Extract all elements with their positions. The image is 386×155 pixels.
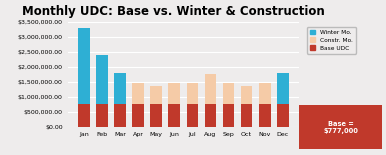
Bar xyxy=(168,104,180,127)
Bar xyxy=(132,83,144,104)
Bar xyxy=(78,104,90,127)
Bar xyxy=(205,104,216,127)
Bar xyxy=(186,83,198,104)
Bar xyxy=(259,104,271,127)
Bar xyxy=(223,104,234,127)
Bar xyxy=(96,104,108,127)
Legend: Winter Mo., Constr. Mo., Base UDC: Winter Mo., Constr. Mo., Base UDC xyxy=(307,27,356,53)
Bar xyxy=(78,28,90,104)
Bar xyxy=(186,104,198,127)
Bar xyxy=(114,73,126,104)
Bar xyxy=(241,104,252,127)
Bar xyxy=(151,86,162,104)
Bar xyxy=(96,55,108,104)
Bar xyxy=(114,104,126,127)
Bar xyxy=(241,86,252,104)
Bar xyxy=(277,73,289,104)
Bar xyxy=(223,83,234,104)
Bar xyxy=(151,104,162,127)
Bar xyxy=(277,104,289,127)
Bar xyxy=(259,83,271,104)
Bar xyxy=(168,83,180,104)
Bar xyxy=(132,104,144,127)
Bar xyxy=(205,74,216,104)
Text: Monthly UDC: Base vs. Winter & Construction: Monthly UDC: Base vs. Winter & Construct… xyxy=(22,5,325,18)
Text: Base =
$777,000: Base = $777,000 xyxy=(323,121,358,134)
